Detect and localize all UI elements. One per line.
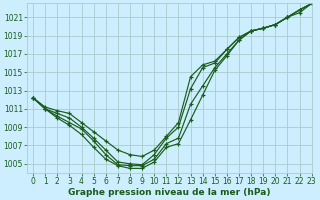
X-axis label: Graphe pression niveau de la mer (hPa): Graphe pression niveau de la mer (hPa) [68,188,271,197]
